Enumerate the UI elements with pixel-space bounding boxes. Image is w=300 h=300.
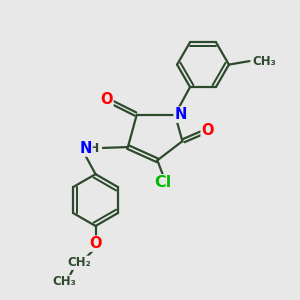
Text: N: N — [174, 107, 187, 122]
Text: H: H — [89, 142, 99, 155]
Text: O: O — [201, 123, 214, 138]
Text: O: O — [100, 92, 113, 107]
Text: N: N — [80, 141, 92, 156]
Text: CH₃: CH₃ — [53, 275, 76, 288]
Text: O: O — [89, 236, 102, 251]
Text: Cl: Cl — [154, 175, 172, 190]
Text: CH₃: CH₃ — [252, 55, 276, 68]
Text: CH₂: CH₂ — [68, 256, 91, 269]
